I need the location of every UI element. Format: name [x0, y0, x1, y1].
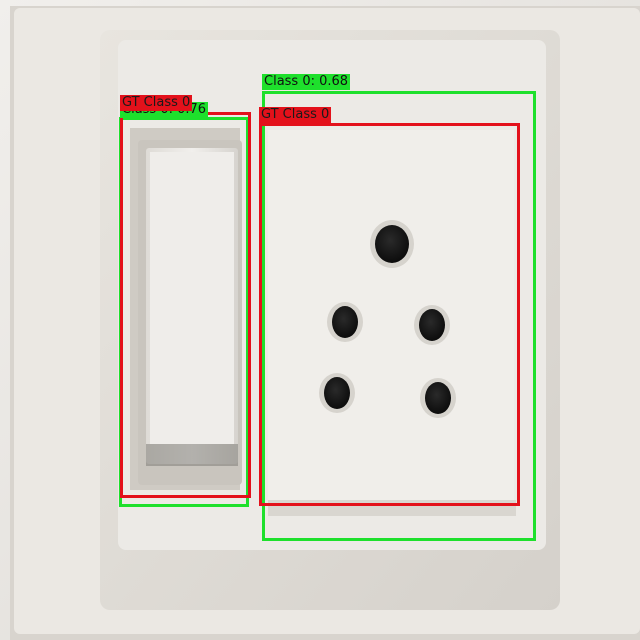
socket-module — [268, 130, 516, 516]
gt-label-switch: GT Class 0 — [120, 95, 193, 111]
pred-label-socket: Class 0: 0.68 — [262, 74, 351, 90]
gt-label-socket: GT Class 0 — [259, 107, 332, 123]
switch-module — [130, 128, 242, 490]
socket-face — [268, 130, 514, 502]
switch-rocker-shadow — [146, 444, 238, 466]
gt-box-socket — [259, 123, 520, 506]
pred-box-socket — [262, 91, 536, 541]
gt-box-switch — [120, 112, 251, 498]
switch-rocker-face — [150, 152, 234, 444]
